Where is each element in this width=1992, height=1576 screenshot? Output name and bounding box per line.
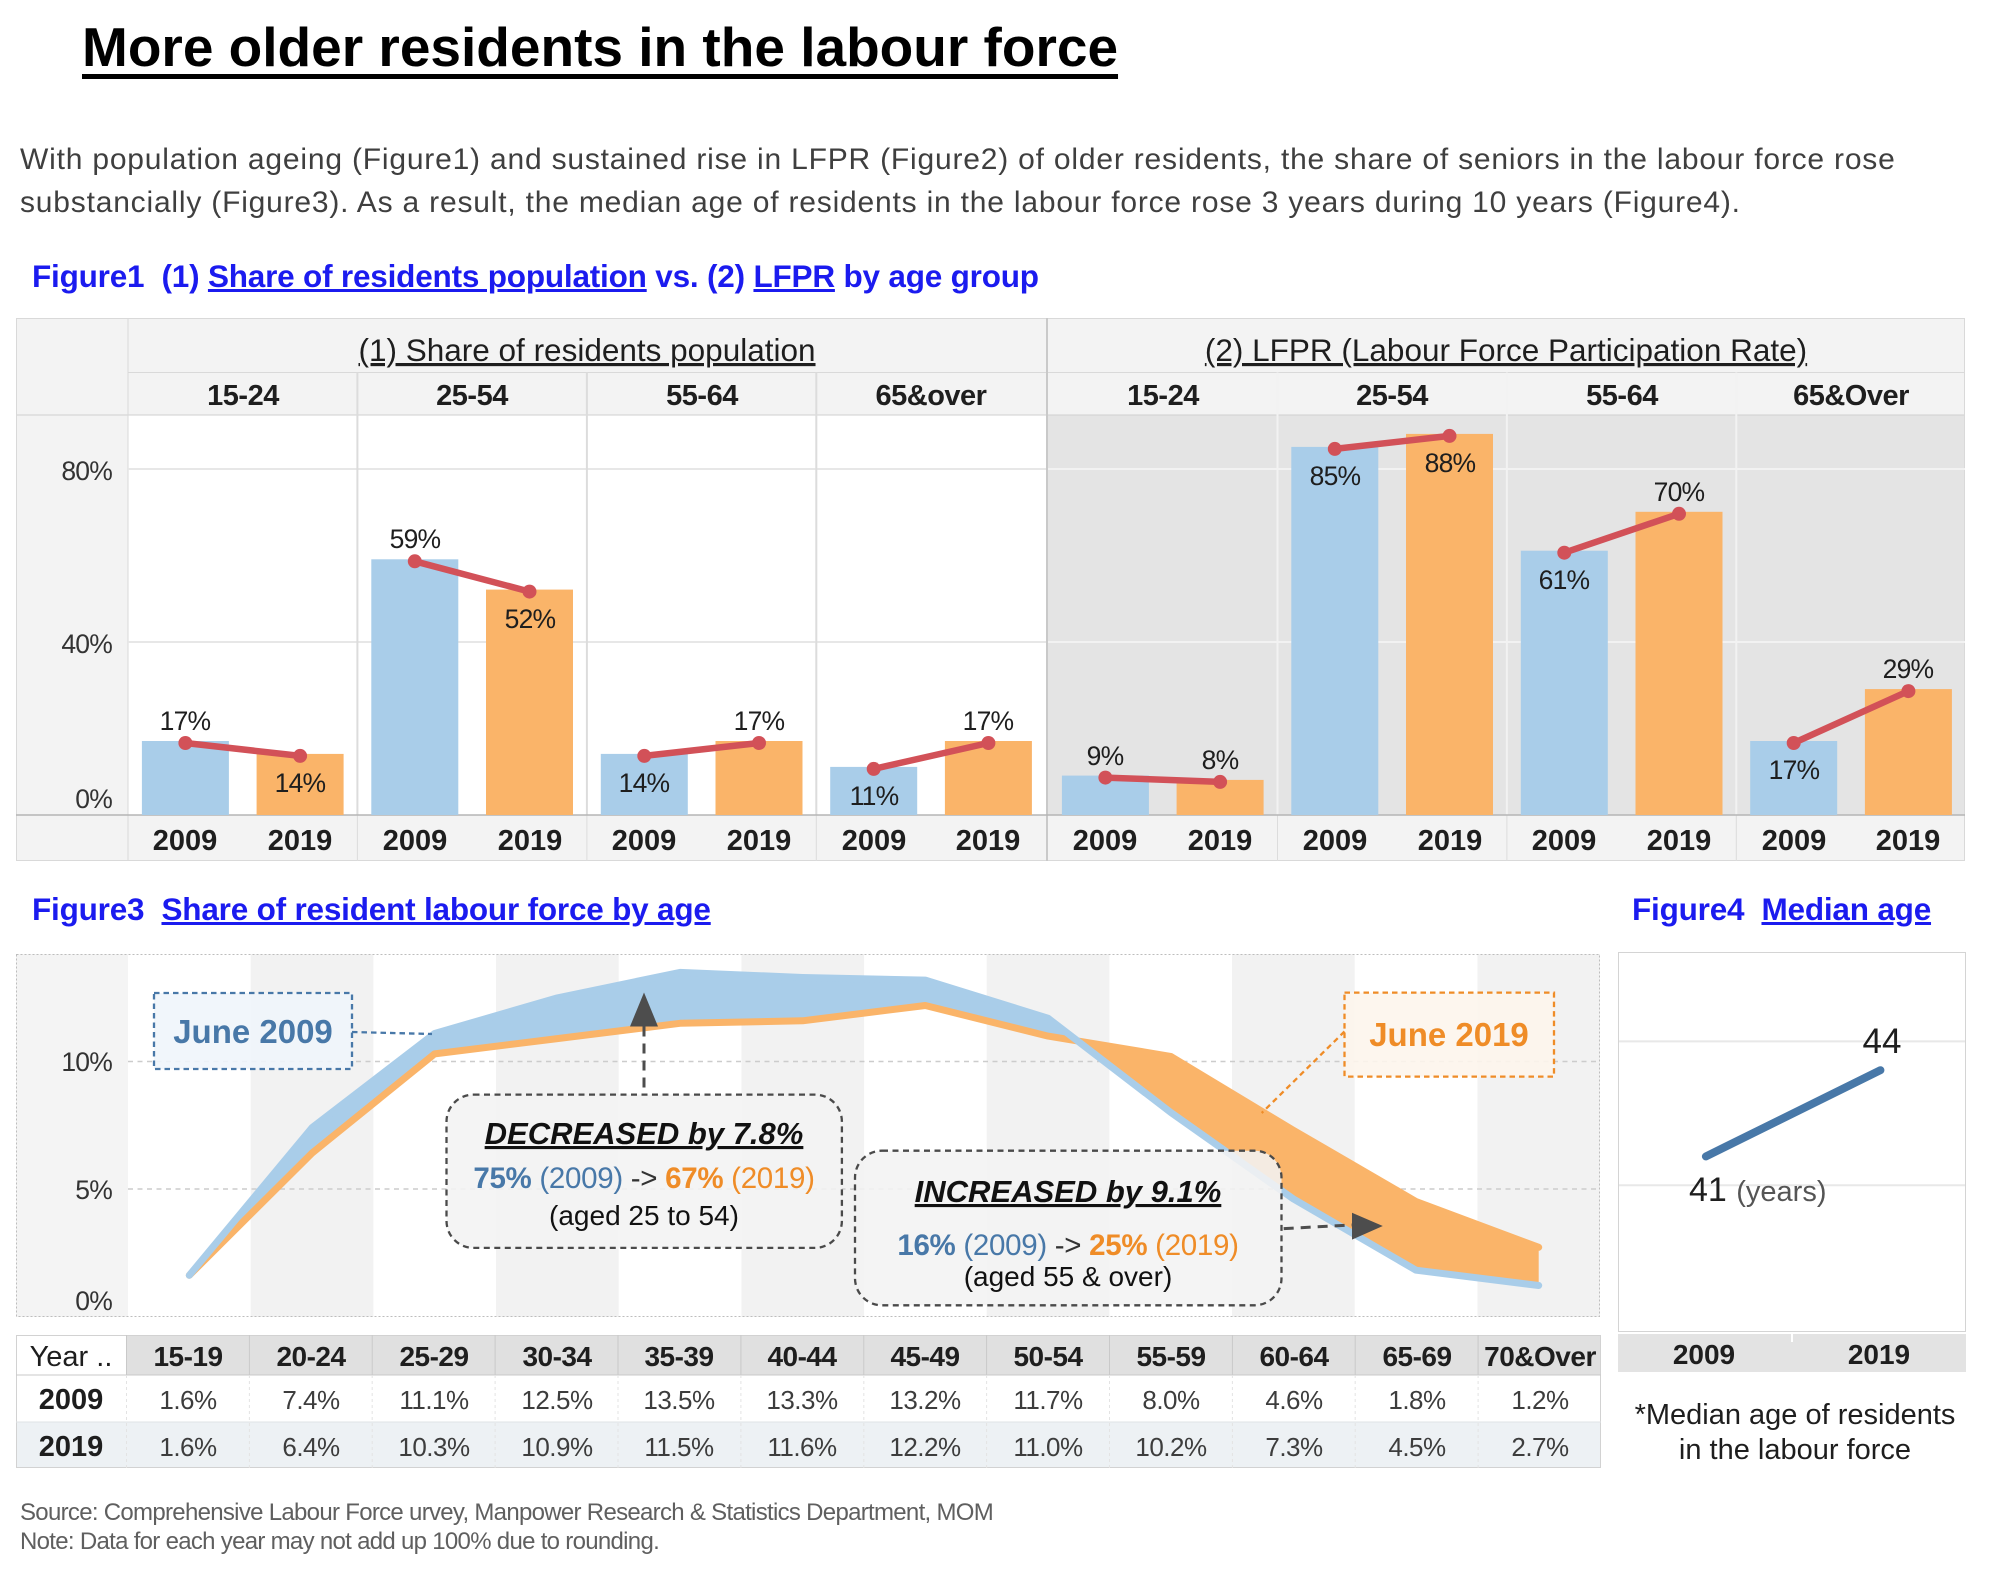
svg-text:65-69: 65-69 (1382, 1341, 1451, 1372)
svg-text:1.6%: 1.6% (159, 1432, 217, 1462)
svg-text:7.4%: 7.4% (282, 1385, 340, 1415)
svg-text:17%: 17% (734, 706, 785, 736)
svg-text:45-49: 45-49 (890, 1341, 959, 1372)
svg-text:2009: 2009 (1303, 825, 1368, 857)
svg-text:35-39: 35-39 (644, 1341, 713, 1372)
svg-text:13.3%: 13.3% (766, 1385, 838, 1415)
svg-text:5%: 5% (75, 1175, 112, 1205)
svg-text:44: 44 (1863, 1022, 1902, 1061)
svg-text:30-34: 30-34 (522, 1341, 592, 1372)
svg-text:2009: 2009 (1673, 1339, 1735, 1370)
svg-text:(aged 25 to 54): (aged 25 to 54) (549, 1200, 739, 1231)
svg-text:4.5%: 4.5% (1388, 1432, 1446, 1462)
svg-text:14%: 14% (619, 768, 670, 798)
svg-text:9%: 9% (1087, 741, 1124, 771)
svg-text:0%: 0% (75, 784, 112, 814)
svg-text:17%: 17% (1769, 755, 1820, 785)
svg-text:25-29: 25-29 (399, 1341, 468, 1372)
svg-text:29%: 29% (1883, 654, 1934, 684)
svg-text:2019: 2019 (1647, 825, 1712, 857)
svg-text:(aged 55 & over): (aged 55 & over) (964, 1261, 1173, 1292)
svg-text:2019: 2019 (1848, 1339, 1910, 1370)
svg-text:12.5%: 12.5% (521, 1385, 593, 1415)
svg-text:70&Over: 70&Over (1484, 1341, 1596, 1372)
svg-text:2019: 2019 (1418, 825, 1483, 857)
svg-text:11.1%: 11.1% (399, 1385, 469, 1415)
svg-text:52%: 52% (505, 604, 556, 634)
svg-text:2.7%: 2.7% (1511, 1432, 1569, 1462)
svg-text:4.6%: 4.6% (1265, 1385, 1323, 1415)
svg-text:17%: 17% (160, 706, 211, 736)
svg-text:1.6%: 1.6% (159, 1385, 217, 1415)
svg-text:2009: 2009 (612, 825, 677, 857)
svg-text:11.7%: 11.7% (1013, 1385, 1083, 1415)
svg-text:2019: 2019 (956, 825, 1021, 857)
svg-text:15-19: 15-19 (153, 1341, 222, 1372)
svg-text:20-24: 20-24 (276, 1341, 346, 1372)
svg-text:61%: 61% (1539, 565, 1590, 595)
svg-text:2019: 2019 (268, 825, 333, 857)
svg-text:25-54: 25-54 (436, 380, 508, 412)
svg-text:8%: 8% (1202, 745, 1239, 775)
svg-text:16% (2009) -> 25% (2019): 16% (2009) -> 25% (2019) (897, 1229, 1238, 1262)
svg-text:2009: 2009 (153, 825, 218, 857)
svg-text:40-44: 40-44 (767, 1341, 837, 1372)
svg-text:12.2%: 12.2% (889, 1432, 961, 1462)
svg-text:85%: 85% (1310, 461, 1361, 491)
svg-text:2019: 2019 (1876, 825, 1941, 857)
svg-text:10.9%: 10.9% (521, 1432, 593, 1462)
svg-text:80%: 80% (61, 456, 112, 486)
svg-text:10.3%: 10.3% (398, 1432, 470, 1462)
svg-text:1.2%: 1.2% (1511, 1385, 1569, 1415)
svg-text:41 (years): 41 (years) (1689, 1171, 1827, 1209)
svg-text:13.5%: 13.5% (643, 1385, 715, 1415)
svg-text:15-24: 15-24 (1127, 380, 1199, 412)
svg-text:40%: 40% (61, 629, 112, 659)
svg-text:75% (2009) -> 67% (2019): 75% (2009) -> 67% (2019) (473, 1162, 814, 1195)
svg-text:88%: 88% (1425, 448, 1476, 478)
svg-text:14%: 14% (275, 768, 326, 798)
svg-text:(2) LFPR (Labour Force Partici: (2) LFPR (Labour Force Participation Rat… (1205, 332, 1807, 368)
svg-text:(1) Share of residents populat: (1) Share of residents population (358, 332, 815, 368)
svg-text:55-59: 55-59 (1136, 1341, 1205, 1372)
svg-text:1.8%: 1.8% (1388, 1385, 1446, 1415)
svg-text:17%: 17% (963, 706, 1014, 736)
svg-text:6.4%: 6.4% (282, 1432, 340, 1462)
svg-text:59%: 59% (390, 524, 441, 554)
svg-text:June 2009: June 2009 (173, 1013, 333, 1050)
svg-text:11.5%: 11.5% (644, 1432, 714, 1462)
svg-text:15-24: 15-24 (207, 380, 279, 412)
svg-text:2009: 2009 (1762, 825, 1827, 857)
svg-text:55-64: 55-64 (666, 380, 738, 412)
svg-text:INCREASED by 9.1%: INCREASED by 9.1% (915, 1174, 1222, 1209)
svg-text:2009: 2009 (1073, 825, 1138, 857)
svg-text:11%: 11% (850, 781, 899, 811)
svg-text:25-54: 25-54 (1356, 380, 1428, 412)
svg-text:8.0%: 8.0% (1142, 1385, 1200, 1415)
svg-text:10%: 10% (61, 1047, 112, 1077)
svg-text:55-64: 55-64 (1586, 380, 1658, 412)
svg-text:7.3%: 7.3% (1265, 1432, 1323, 1462)
svg-text:13.2%: 13.2% (889, 1385, 961, 1415)
svg-text:2019: 2019 (727, 825, 792, 857)
svg-text:2009: 2009 (842, 825, 907, 857)
svg-text:2009: 2009 (383, 825, 448, 857)
svg-text:2019: 2019 (1188, 825, 1253, 857)
svg-text:DECREASED by 7.8%: DECREASED by 7.8% (485, 1116, 804, 1151)
svg-text:11.6%: 11.6% (767, 1432, 837, 1462)
svg-text:70%: 70% (1654, 477, 1705, 507)
svg-text:2009: 2009 (1532, 825, 1597, 857)
svg-text:50-54: 50-54 (1013, 1341, 1083, 1372)
svg-text:0%: 0% (75, 1286, 112, 1316)
svg-text:11.0%: 11.0% (1013, 1432, 1083, 1462)
svg-text:2019: 2019 (39, 1431, 104, 1463)
svg-text:65&Over: 65&Over (1793, 380, 1909, 412)
svg-text:June 2019: June 2019 (1369, 1016, 1529, 1053)
svg-text:Year ..: Year .. (30, 1341, 113, 1373)
svg-text:60-64: 60-64 (1259, 1341, 1329, 1372)
svg-text:10.2%: 10.2% (1135, 1432, 1207, 1462)
svg-text:65&over: 65&over (876, 380, 987, 412)
svg-text:2009: 2009 (39, 1384, 104, 1416)
svg-text:2019: 2019 (498, 825, 563, 857)
